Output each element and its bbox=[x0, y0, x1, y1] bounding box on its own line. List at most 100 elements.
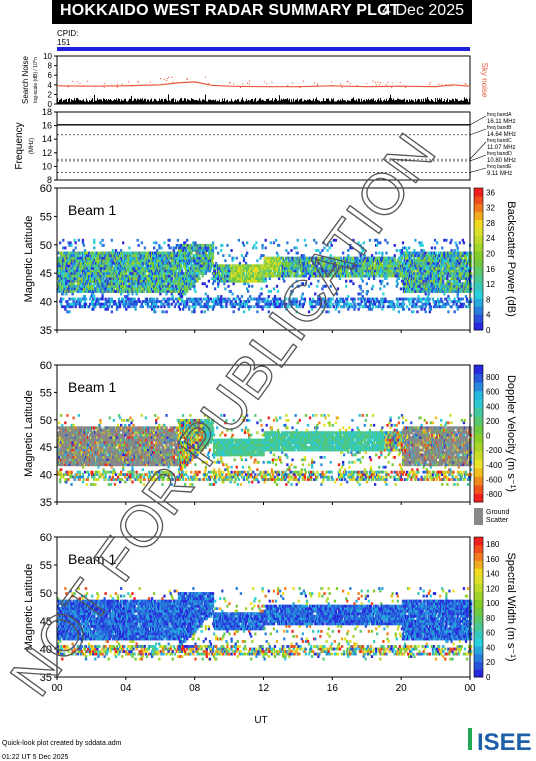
noise-bar bbox=[386, 98, 387, 104]
noise-bar bbox=[75, 100, 76, 104]
noise-bar bbox=[436, 101, 437, 104]
heatmap-cell bbox=[202, 243, 205, 247]
heatmap-cell bbox=[250, 305, 253, 309]
noise-bar bbox=[316, 97, 317, 104]
noise-bar bbox=[214, 100, 215, 104]
heatmap-cell bbox=[206, 302, 210, 306]
noise-bar bbox=[202, 99, 203, 104]
heatmap-cell bbox=[200, 300, 203, 304]
noise-bar bbox=[175, 99, 176, 104]
heatmap-cell bbox=[70, 266, 73, 270]
freq-band-connector bbox=[469, 141, 487, 160]
heatmap-cell bbox=[108, 264, 111, 268]
heatmap-cell bbox=[164, 287, 167, 291]
sky-noise-point bbox=[76, 81, 79, 83]
heatmap-cell bbox=[291, 256, 294, 260]
heatmap-cell bbox=[211, 249, 215, 252]
heatmap-cell bbox=[401, 246, 405, 250]
sky-noise-point bbox=[207, 83, 210, 85]
heatmap-cell bbox=[377, 305, 380, 309]
noise-bar bbox=[443, 100, 444, 104]
heatmap-cell bbox=[170, 302, 173, 306]
heatmap-cell bbox=[278, 302, 282, 306]
noise-bar bbox=[302, 101, 303, 104]
heatmap-cell bbox=[171, 297, 174, 301]
heatmap-cell bbox=[130, 297, 133, 301]
heatmap-cell bbox=[80, 287, 84, 291]
heatmap-cell bbox=[196, 279, 199, 283]
heatmap-cell bbox=[77, 274, 80, 278]
noise-bar bbox=[366, 99, 367, 104]
noise-bar bbox=[124, 98, 125, 104]
heatmap-cell bbox=[160, 282, 163, 286]
heatmap-cell bbox=[156, 284, 159, 288]
sky-noise-point bbox=[316, 84, 319, 86]
heatmap-cell bbox=[117, 261, 121, 265]
sky-noise-point bbox=[103, 86, 105, 88]
sky-noise-point bbox=[341, 86, 343, 89]
heatmap-cell bbox=[104, 297, 107, 301]
noise-bar bbox=[219, 99, 220, 104]
heatmap-cell bbox=[397, 310, 401, 314]
noise-bar bbox=[128, 100, 129, 104]
heatmap-cell bbox=[167, 302, 170, 306]
heatmap-cell bbox=[143, 266, 147, 270]
freq-band-connector bbox=[469, 154, 487, 162]
plot-title: HOKKAIDO WEST RADAR SUMMARY PLOT bbox=[60, 2, 400, 19]
noise-bar bbox=[402, 99, 403, 104]
heatmap-cell bbox=[94, 251, 97, 255]
heatmap-cell bbox=[164, 300, 167, 304]
heatmap-cell bbox=[412, 300, 415, 304]
noise-bar bbox=[325, 100, 326, 104]
heatmap-cell bbox=[66, 302, 69, 306]
noise-bar bbox=[231, 98, 232, 104]
heatmap-cell bbox=[174, 246, 178, 250]
heatmap-cell bbox=[211, 261, 215, 265]
heatmap-cell bbox=[175, 261, 179, 265]
heatmap-cell bbox=[94, 305, 97, 309]
sky-noise-point bbox=[375, 84, 377, 86]
noise-bar bbox=[423, 98, 424, 104]
heatmap-cell bbox=[187, 264, 190, 268]
heatmap-cell bbox=[346, 305, 349, 309]
heatmap-cell bbox=[158, 266, 161, 270]
heatmap-cell bbox=[125, 282, 128, 286]
heatmap-cell bbox=[232, 256, 235, 260]
heatmap-cell bbox=[206, 269, 210, 273]
heatmap-cell bbox=[211, 254, 215, 258]
heatmap-cell bbox=[93, 259, 96, 263]
sky-noise-point bbox=[204, 76, 207, 78]
heatmap-cell bbox=[104, 307, 107, 311]
heatmap-cell bbox=[72, 289, 75, 293]
heatmap-cell bbox=[285, 307, 288, 311]
heatmap-cell bbox=[285, 266, 288, 270]
heatmap-cell bbox=[112, 302, 116, 306]
noise-bar bbox=[449, 99, 450, 104]
heatmap-cell bbox=[83, 305, 87, 309]
heatmap-cell bbox=[360, 300, 363, 304]
heatmap-cell bbox=[100, 261, 103, 265]
heatmap-cell bbox=[399, 251, 403, 255]
heatmap-cell bbox=[260, 292, 263, 296]
heatmap-cell bbox=[142, 289, 145, 293]
heatmap-cell bbox=[170, 264, 173, 268]
heatmap-cell bbox=[139, 305, 142, 309]
noise-bar bbox=[319, 100, 320, 104]
heatmap-cell bbox=[178, 297, 182, 301]
heatmap-cell bbox=[205, 249, 208, 252]
noise-bar bbox=[377, 99, 378, 104]
noise-bar bbox=[396, 100, 397, 104]
heatmap-cell bbox=[278, 297, 282, 301]
heatmap-cell bbox=[118, 302, 122, 306]
noise-bar bbox=[185, 98, 186, 104]
noise-bar bbox=[213, 99, 214, 104]
heatmap-cell bbox=[285, 259, 288, 263]
heatmap-cell bbox=[230, 300, 233, 304]
heatmap-cell bbox=[308, 297, 312, 301]
noise-bar bbox=[463, 100, 464, 104]
heatmap-cell bbox=[94, 272, 97, 275]
heatmap-cell bbox=[197, 254, 200, 258]
heatmap-cell bbox=[90, 282, 93, 286]
heatmap-cell bbox=[232, 310, 235, 314]
noise-bar bbox=[147, 99, 148, 104]
